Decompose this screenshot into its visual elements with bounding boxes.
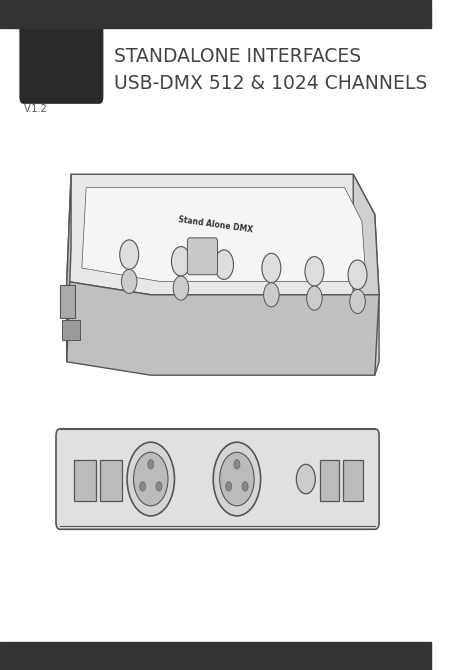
Circle shape xyxy=(156,482,162,491)
Bar xyxy=(0,642,431,670)
FancyBboxPatch shape xyxy=(100,460,122,501)
Circle shape xyxy=(120,240,139,269)
Circle shape xyxy=(134,452,168,506)
Circle shape xyxy=(139,482,146,491)
Text: STANDALONE INTERFACES: STANDALONE INTERFACES xyxy=(114,48,361,66)
Text: USB-DMX 512 & 1024 CHANNELS: USB-DMX 512 & 1024 CHANNELS xyxy=(114,74,428,93)
Circle shape xyxy=(296,464,315,494)
Circle shape xyxy=(219,452,254,506)
Polygon shape xyxy=(67,174,379,295)
Polygon shape xyxy=(353,174,379,375)
Circle shape xyxy=(127,442,174,516)
FancyBboxPatch shape xyxy=(343,460,363,501)
Polygon shape xyxy=(82,188,366,281)
Circle shape xyxy=(148,460,154,469)
Text: Stand Alone DMX: Stand Alone DMX xyxy=(178,215,253,234)
Circle shape xyxy=(226,482,232,491)
Circle shape xyxy=(172,247,191,276)
FancyBboxPatch shape xyxy=(319,460,339,501)
Bar xyxy=(0,0,431,28)
Circle shape xyxy=(121,269,137,293)
Circle shape xyxy=(307,286,322,310)
Text: V.1.2: V.1.2 xyxy=(24,104,47,114)
FancyBboxPatch shape xyxy=(19,13,103,104)
Circle shape xyxy=(213,442,261,516)
FancyBboxPatch shape xyxy=(74,460,96,501)
Circle shape xyxy=(348,260,367,289)
Circle shape xyxy=(234,460,240,469)
Circle shape xyxy=(262,253,281,283)
Circle shape xyxy=(264,283,279,307)
Circle shape xyxy=(350,289,365,314)
Circle shape xyxy=(242,482,248,491)
FancyBboxPatch shape xyxy=(60,285,75,318)
Polygon shape xyxy=(67,174,71,362)
Circle shape xyxy=(215,250,234,279)
Circle shape xyxy=(305,257,324,286)
Circle shape xyxy=(173,276,189,300)
FancyBboxPatch shape xyxy=(63,320,80,340)
FancyBboxPatch shape xyxy=(56,429,379,529)
Polygon shape xyxy=(67,281,379,375)
FancyBboxPatch shape xyxy=(187,238,218,275)
